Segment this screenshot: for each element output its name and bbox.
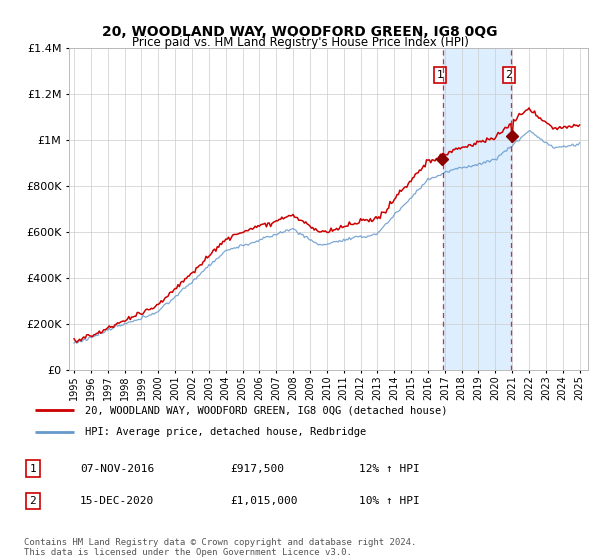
Text: £917,500: £917,500 (230, 464, 284, 474)
Text: HPI: Average price, detached house, Redbridge: HPI: Average price, detached house, Redb… (85, 427, 367, 437)
Text: 2: 2 (505, 70, 512, 80)
Text: Price paid vs. HM Land Registry's House Price Index (HPI): Price paid vs. HM Land Registry's House … (131, 36, 469, 49)
Text: 10% ↑ HPI: 10% ↑ HPI (359, 496, 419, 506)
Text: 1: 1 (29, 464, 37, 474)
Text: 20, WOODLAND WAY, WOODFORD GREEN, IG8 0QG (detached house): 20, WOODLAND WAY, WOODFORD GREEN, IG8 0Q… (85, 405, 448, 416)
Text: £1,015,000: £1,015,000 (230, 496, 298, 506)
Text: 07-NOV-2016: 07-NOV-2016 (80, 464, 154, 474)
Text: 1: 1 (437, 70, 443, 80)
Text: 20, WOODLAND WAY, WOODFORD GREEN, IG8 0QG: 20, WOODLAND WAY, WOODFORD GREEN, IG8 0Q… (102, 25, 498, 39)
Text: Contains HM Land Registry data © Crown copyright and database right 2024.
This d: Contains HM Land Registry data © Crown c… (24, 538, 416, 557)
Text: 2: 2 (29, 496, 37, 506)
Bar (443, 48, 511, 370)
Text: 15-DEC-2020: 15-DEC-2020 (80, 496, 154, 506)
Text: 12% ↑ HPI: 12% ↑ HPI (359, 464, 419, 474)
